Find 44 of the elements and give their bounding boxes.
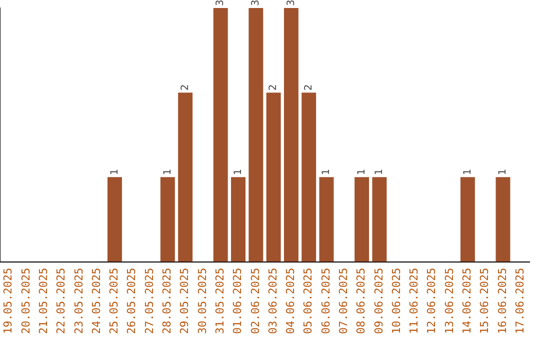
data-label: 2	[180, 84, 191, 91]
data-label: 1	[162, 168, 174, 176]
x-tick-label: 03.06.2025	[266, 268, 280, 334]
x-tick-label: 11.06.2025	[408, 268, 421, 334]
x-tick-label: 22.05.2025	[54, 268, 68, 334]
x-tick-label: 23.05.2025	[72, 268, 86, 334]
data-label: 1	[498, 168, 509, 176]
x-tick-label: 09.06.2025	[372, 268, 386, 334]
x-tick-label: 17.06.2025	[513, 268, 526, 334]
x-tick-label: 27.05.2025	[142, 268, 156, 334]
data-label: 1	[356, 168, 368, 176]
x-tick-label: 14.06.2025	[460, 268, 474, 334]
data-label: 1	[462, 168, 474, 176]
x-tick-label: 12.06.2025	[425, 268, 438, 334]
x-tick-label: 29.05.2025	[178, 268, 192, 334]
x-tick-label: 04.06.2025	[284, 268, 298, 334]
x-tick-label: 26.05.2025	[125, 268, 138, 334]
x-tick-label: 20.05.2025	[19, 268, 32, 334]
data-label: 3	[286, 0, 297, 6]
data-label: 1	[109, 168, 120, 176]
data-label: 2	[268, 84, 280, 91]
data-label: 1	[374, 168, 386, 176]
x-tick-label: 30.05.2025	[196, 268, 209, 334]
x-tick-label: 05.06.2025	[302, 268, 315, 334]
x-tick-label: 19.05.2025	[2, 268, 15, 334]
x-tick-label: 21.05.2025	[36, 268, 50, 334]
x-tick-label: 13.06.2025	[442, 268, 456, 334]
x-tick-label: 28.05.2025	[160, 268, 174, 334]
x-tick-label: 15.06.2025	[478, 268, 492, 334]
data-label: 1	[232, 168, 244, 176]
data-label: 1	[321, 168, 332, 176]
x-tick-label: 24.05.2025	[90, 268, 103, 334]
x-tick-label: 02.06.2025	[248, 268, 262, 334]
data-label: 3	[215, 0, 226, 6]
data-label: 2	[303, 84, 314, 91]
x-tick-label: 07.06.2025	[337, 268, 350, 334]
data-label: 3	[250, 0, 262, 6]
x-tick-label: 31.05.2025	[213, 268, 226, 334]
x-tick-label: 08.06.2025	[354, 268, 368, 334]
x-tick-label: 06.06.2025	[319, 268, 332, 334]
x-tick-label: 10.06.2025	[390, 268, 403, 334]
x-tick-label: 16.06.2025	[496, 268, 509, 334]
x-tick-label: 25.05.2025	[108, 268, 121, 334]
x-tick-label: 01.06.2025	[231, 268, 244, 334]
